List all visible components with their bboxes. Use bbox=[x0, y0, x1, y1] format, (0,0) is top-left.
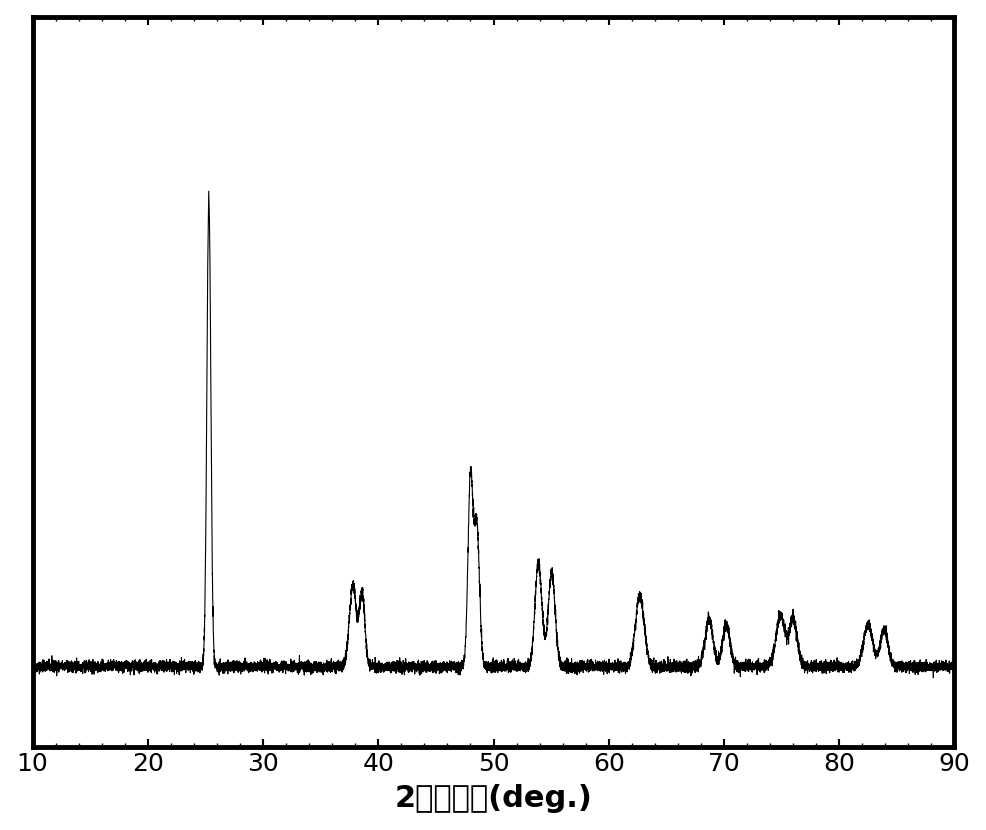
X-axis label: 2倍衍射角(deg.): 2倍衍射角(deg.) bbox=[394, 784, 592, 813]
